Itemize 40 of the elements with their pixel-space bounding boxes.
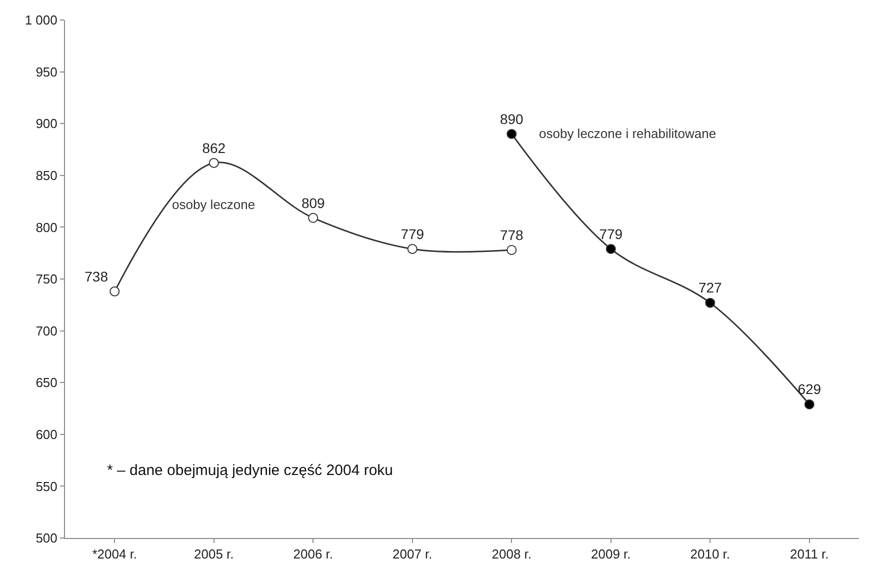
data-label: 727 [698,280,722,296]
x-tick-label: 2005 r. [194,546,234,562]
series-label: osoby leczone [172,197,256,212]
y-tick-label: 850 [36,168,58,183]
data-label: 862 [202,140,226,156]
y-tick-label: 550 [36,478,58,494]
x-tick-label: 2010 r. [690,546,730,562]
y-tick-label: 1 000 [24,12,58,28]
data-label: 890 [500,110,524,127]
data-label: 779 [400,226,424,242]
point [606,244,616,254]
x-tick-label: 2011 r. [790,546,829,562]
y-tick-label: 900 [36,116,58,132]
y-tick-label: 800 [36,220,58,235]
x-tick-label: 2007 r. [392,546,432,562]
x-tick-label: *2004 r. [92,546,138,562]
x-tick-label: 2006 r. [293,546,334,562]
y-tick-label: 600 [36,426,58,442]
x-tick-label: 2009 r. [590,546,631,562]
point [804,399,814,410]
point [208,158,219,168]
point [110,286,120,296]
data-label: 738 [84,268,108,284]
annotation: * – dane obejmują jedynie część 2004 roku [107,462,394,479]
point [407,244,418,254]
y-tick-label: 650 [36,375,58,390]
y-tick-label: 700 [36,323,58,338]
data-label: 809 [301,194,326,211]
point [705,298,716,308]
y-tick-label: 750 [36,272,58,287]
point [506,244,517,255]
series-label: osoby leczone i rehabilitowane [539,126,716,141]
x-tick-label: 2008 r. [492,546,532,562]
data-label: 778 [500,226,524,243]
point [506,128,517,139]
y-tick-label: 950 [36,64,58,80]
data-label: 779 [599,226,623,242]
point [308,212,318,223]
y-tick-label: 500 [36,530,58,546]
data-label: 629 [798,381,822,398]
